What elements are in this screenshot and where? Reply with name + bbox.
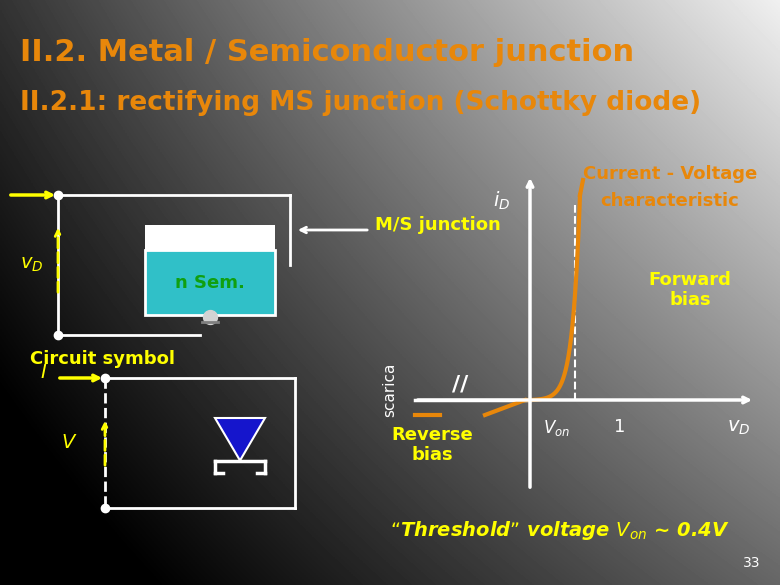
Text: $V_{on}$: $V_{on}$ [543,418,570,438]
Text: $v_D$: $v_D$ [727,418,750,437]
Text: II.2. Metal / Semiconductor junction: II.2. Metal / Semiconductor junction [20,38,634,67]
Text: scarica: scarica [382,363,398,417]
FancyBboxPatch shape [145,250,275,315]
Text: Circuit symbol: Circuit symbol [30,350,175,368]
Text: $v_D$: $v_D$ [20,256,43,274]
Text: $V$: $V$ [61,433,77,453]
Text: “Threshold” voltage $V_{on}$ ∼ 0.4V: “Threshold” voltage $V_{on}$ ∼ 0.4V [390,518,729,542]
Text: 33: 33 [743,556,760,570]
Text: n Sem.: n Sem. [175,274,245,291]
Text: M/S junction: M/S junction [375,216,501,234]
Text: II.2.1: rectifying MS junction (Schottky diode): II.2.1: rectifying MS junction (Schottky… [20,90,701,116]
Text: Reverse
bias: Reverse bias [391,426,473,464]
Text: $i_D$: $i_D$ [493,190,510,212]
Text: $I$: $I$ [40,363,48,383]
Text: //: // [452,375,468,395]
FancyBboxPatch shape [145,225,275,250]
Text: 1: 1 [615,418,626,436]
Polygon shape [215,418,265,460]
Text: Forward
bias: Forward bias [648,271,732,309]
Text: Current - Voltage: Current - Voltage [583,165,757,183]
Text: characteristic: characteristic [601,192,739,210]
